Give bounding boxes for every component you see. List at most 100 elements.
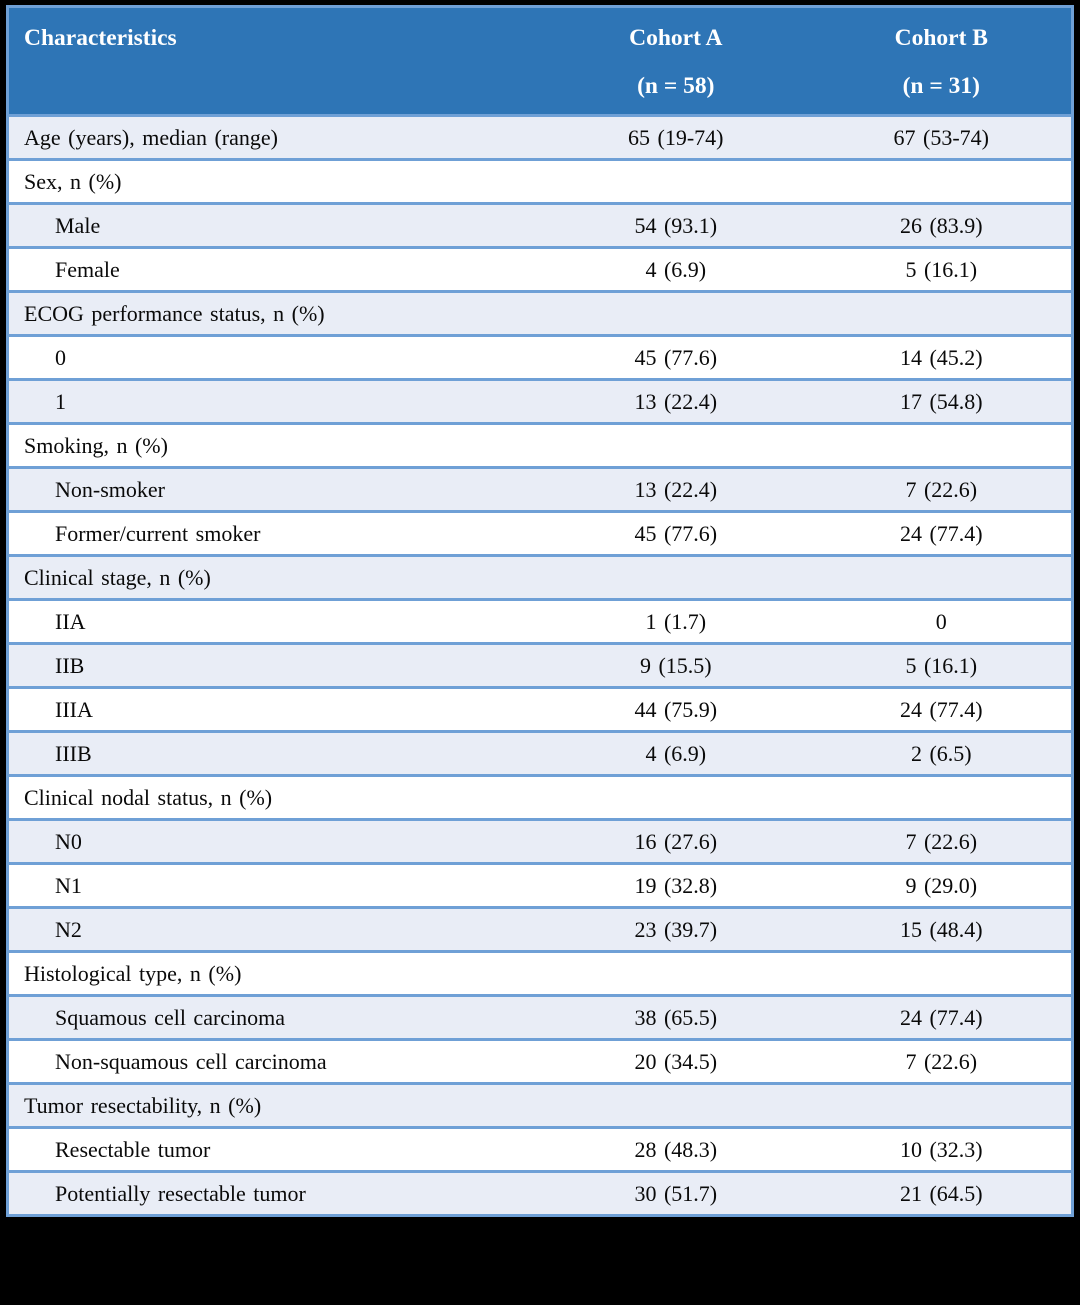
row-label: N0 <box>7 818 540 865</box>
table-row: Clinical stage, n (%) <box>7 554 1073 601</box>
table-row: Squamous cell carcinoma 38 (65.5) 24 (77.4… <box>7 994 1073 1041</box>
row-value-cohort-a: 16 (27.6) <box>540 818 812 865</box>
row-value-cohort-a: 54 (93.1) <box>540 202 812 249</box>
row-value-cohort-b: 10 (32.3) <box>811 1126 1073 1173</box>
row-label: IIA <box>7 598 540 645</box>
table-row: IIIB 4 (6.9) 2 (6.5) <box>7 730 1073 777</box>
table-row: IIB 9 (15.5) 5 (16.1) <box>7 642 1073 689</box>
row-value-cohort-b: 15 (48.4) <box>811 906 1073 953</box>
table-row: IIIA 44 (75.9) 24 (77.4) <box>7 686 1073 733</box>
row-value-cohort-a <box>540 422 812 469</box>
row-value-cohort-a <box>540 774 812 821</box>
row-value-cohort-a: 1 (1.7) <box>540 598 812 645</box>
table-row: N2 23 (39.7) 15 (48.4) <box>7 906 1073 953</box>
row-value-cohort-b: 24 (77.4) <box>811 994 1073 1041</box>
row-label: IIIA <box>7 686 540 733</box>
row-value-cohort-a: 4 (6.9) <box>540 730 812 777</box>
row-label: N2 <box>7 906 540 953</box>
row-value-cohort-b <box>811 774 1073 821</box>
row-value-cohort-a <box>540 1082 812 1129</box>
row-label: N1 <box>7 862 540 909</box>
row-value-cohort-b: 7 (22.6) <box>811 466 1073 513</box>
table-row: 0 45 (77.6) 14 (45.2) <box>7 334 1073 381</box>
table-row: N0 16 (27.6) 7 (22.6) <box>7 818 1073 865</box>
row-value-cohort-b <box>811 290 1073 337</box>
table-row: Histological type, n (%) <box>7 950 1073 997</box>
table-row: Former/current smoker 45 (77.6) 24 (77.4) <box>7 510 1073 557</box>
header-characteristics: Characteristics <box>7 6 540 117</box>
row-label: Potentially resectable tumor <box>7 1170 540 1217</box>
row-label: Non-squamous cell carcinoma <box>7 1038 540 1085</box>
row-value-cohort-a: 30 (51.7) <box>540 1170 812 1217</box>
table-row: Age (years), median (range) 65 (19-74) 67 … <box>7 114 1073 161</box>
table-row: Female 4 (6.9) 5 (16.1) <box>7 246 1073 293</box>
header-cohort-b: Cohort B (n = 31) <box>811 6 1073 117</box>
row-value-cohort-b: 67 (53-74) <box>811 114 1073 161</box>
header-cohort-a-n: (n = 58) <box>637 73 715 99</box>
row-value-cohort-a <box>540 554 812 601</box>
patient-characteristics-table: Characteristics Cohort A (n = 58) Cohort… <box>6 5 1074 1217</box>
table-row: Tumor resectability, n (%) <box>7 1082 1073 1129</box>
row-label: Age (years), median (range) <box>7 114 540 161</box>
row-value-cohort-b: 26 (83.9) <box>811 202 1073 249</box>
row-value-cohort-b: 9 (29.0) <box>811 862 1073 909</box>
row-value-cohort-b: 7 (22.6) <box>811 1038 1073 1085</box>
row-label: Male <box>7 202 540 249</box>
row-label: IIB <box>7 642 540 689</box>
row-label: Former/current smoker <box>7 510 540 557</box>
row-value-cohort-a <box>540 158 812 205</box>
row-label: Non-smoker <box>7 466 540 513</box>
row-value-cohort-a: 44 (75.9) <box>540 686 812 733</box>
row-label: IIIB <box>7 730 540 777</box>
table-row: Non-squamous cell carcinoma 20 (34.5) 7 (2… <box>7 1038 1073 1085</box>
header-cohort-b-n: (n = 31) <box>902 73 980 99</box>
row-value-cohort-b: 5 (16.1) <box>811 642 1073 689</box>
header-cohort-a: Cohort A (n = 58) <box>540 6 812 117</box>
row-label: Histological type, n (%) <box>7 950 540 997</box>
table-body: Age (years), median (range) 65 (19-74) 67 … <box>7 114 1073 1217</box>
row-value-cohort-a: 45 (77.6) <box>540 334 812 381</box>
row-label: Sex, n (%) <box>7 158 540 205</box>
row-value-cohort-a: 13 (22.4) <box>540 466 812 513</box>
table-row: Non-smoker 13 (22.4) 7 (22.6) <box>7 466 1073 513</box>
row-value-cohort-a: 28 (48.3) <box>540 1126 812 1173</box>
row-value-cohort-b: 14 (45.2) <box>811 334 1073 381</box>
row-value-cohort-a: 65 (19-74) <box>540 114 812 161</box>
row-label: ECOG performance status, n (%) <box>7 290 540 337</box>
table-row: Smoking, n (%) <box>7 422 1073 469</box>
header-cohort-a-name: Cohort A <box>629 25 723 51</box>
row-label: Smoking, n (%) <box>7 422 540 469</box>
header-cohort-b-name: Cohort B <box>894 25 988 51</box>
row-value-cohort-b: 17 (54.8) <box>811 378 1073 425</box>
row-value-cohort-b <box>811 554 1073 601</box>
row-value-cohort-b <box>811 1082 1073 1129</box>
row-label: Squamous cell carcinoma <box>7 994 540 1041</box>
table-header: Characteristics Cohort A (n = 58) Cohort… <box>7 6 1073 117</box>
row-label: Female <box>7 246 540 293</box>
row-value-cohort-a: 9 (15.5) <box>540 642 812 689</box>
row-label: Clinical nodal status, n (%) <box>7 774 540 821</box>
row-value-cohort-b: 0 <box>811 598 1073 645</box>
row-value-cohort-b: 24 (77.4) <box>811 510 1073 557</box>
row-value-cohort-a: 4 (6.9) <box>540 246 812 293</box>
row-value-cohort-a: 38 (65.5) <box>540 994 812 1041</box>
table-row: IIA 1 (1.7) 0 <box>7 598 1073 645</box>
row-value-cohort-b: 24 (77.4) <box>811 686 1073 733</box>
row-value-cohort-a: 23 (39.7) <box>540 906 812 953</box>
table-row: Male 54 (93.1) 26 (83.9) <box>7 202 1073 249</box>
table-row: N1 19 (32.8) 9 (29.0) <box>7 862 1073 909</box>
table-row: Clinical nodal status, n (%) <box>7 774 1073 821</box>
table-row: Resectable tumor 28 (48.3) 10 (32.3) <box>7 1126 1073 1173</box>
table-row: Sex, n (%) <box>7 158 1073 205</box>
row-label: 1 <box>7 378 540 425</box>
row-value-cohort-a: 19 (32.8) <box>540 862 812 909</box>
table-row: ECOG performance status, n (%) <box>7 290 1073 337</box>
table-row: 1 13 (22.4) 17 (54.8) <box>7 378 1073 425</box>
row-value-cohort-a <box>540 290 812 337</box>
row-value-cohort-a: 20 (34.5) <box>540 1038 812 1085</box>
row-value-cohort-b <box>811 422 1073 469</box>
row-value-cohort-a: 45 (77.6) <box>540 510 812 557</box>
row-value-cohort-b <box>811 158 1073 205</box>
header-row: Characteristics Cohort A (n = 58) Cohort… <box>7 6 1073 117</box>
